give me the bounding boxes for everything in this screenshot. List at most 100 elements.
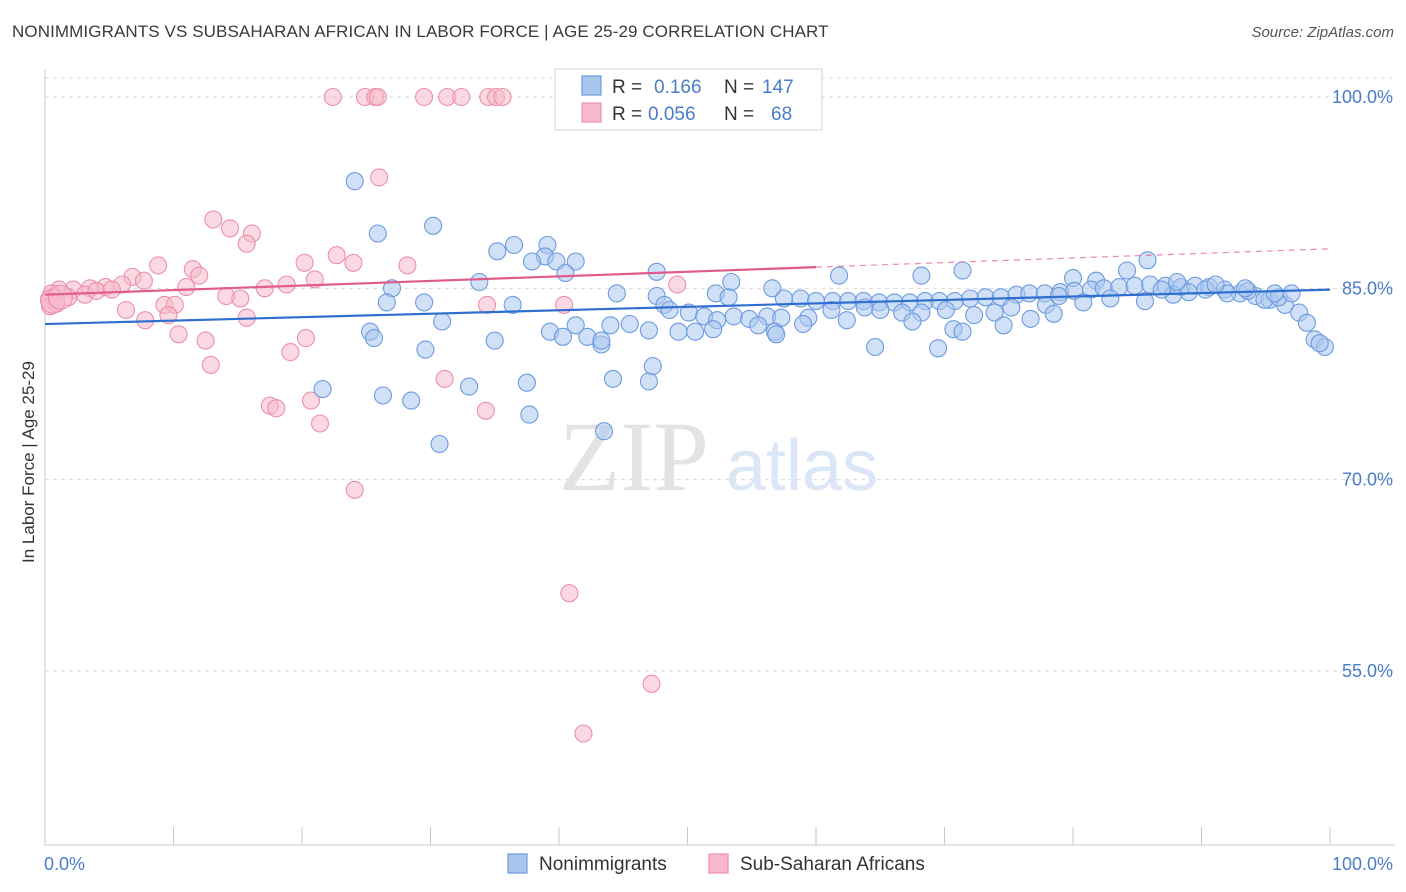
legend-label-subsaharan: Sub-Saharan Africans	[740, 854, 925, 875]
nonimmigrant-point	[520, 405, 539, 424]
watermark-zip: ZIP	[559, 401, 709, 512]
nonimmigrant-point	[504, 235, 524, 255]
subsaharan-point	[237, 234, 256, 253]
subsaharan-point	[159, 306, 178, 325]
y-tick-label: 70.0%	[1342, 470, 1393, 490]
subsaharan-point	[370, 168, 389, 187]
legend: Nonimmigrants Sub-Saharan Africans	[507, 853, 925, 875]
nonimmigrant-point	[1206, 275, 1225, 294]
stats-n-value-1: 147	[762, 77, 794, 98]
subsaharan-point	[169, 325, 188, 344]
subsaharan-point	[255, 279, 274, 298]
stats-r-label-2: R =	[612, 104, 642, 125]
subsaharan-point	[196, 331, 215, 350]
subsaharan-point	[415, 87, 434, 107]
subsaharan-point	[574, 724, 593, 743]
y-axis-title: In Labor Force | Age 25-29	[19, 361, 38, 563]
nonimmigrant-point	[377, 293, 396, 312]
subsaharan-point	[204, 210, 223, 229]
nonimmigrant-point	[517, 373, 536, 392]
nonimmigrant-point	[839, 292, 858, 311]
source-credit: Source: ZipAtlas.com	[1251, 24, 1394, 41]
subsaharan-point	[277, 275, 296, 294]
nonimmigrant-point	[1265, 284, 1284, 303]
nonimmigrant-point	[719, 288, 738, 307]
subsaharan-point	[301, 391, 321, 410]
stats-n-label-1: N =	[724, 77, 754, 98]
nonimmigrant-point	[660, 300, 679, 320]
subsaharan-point	[327, 246, 346, 265]
nonimmigrant-point	[686, 322, 705, 341]
stats-swatch-pink	[581, 102, 602, 123]
subsaharan-point	[116, 300, 136, 320]
stats-n-label-2: N =	[724, 104, 754, 125]
nonimmigrant-point	[503, 295, 522, 314]
nonimmigrant-point	[566, 316, 585, 335]
nonimmigrant-point	[994, 316, 1013, 335]
nonimmigrant-point	[912, 266, 931, 285]
nonimmigrant-point	[1074, 293, 1093, 312]
subsaharan-point	[323, 87, 342, 107]
subsaharan-point	[102, 280, 121, 299]
series-nonimmigrants-points	[313, 172, 1334, 454]
subsaharan-point	[476, 401, 495, 420]
nonimmigrant-point	[794, 314, 813, 334]
nonimmigrant-point	[1297, 313, 1316, 332]
nonimmigrant-point	[669, 322, 688, 341]
nonimmigrant-point	[639, 372, 658, 391]
nonimmigrant-point	[430, 434, 449, 454]
stats-r-value-2: 0.056	[648, 104, 696, 125]
watermark-atlas: atlas	[726, 426, 878, 506]
subsaharan-point	[398, 256, 417, 275]
nonimmigrant-point	[1002, 298, 1021, 317]
nonimmigrant-point	[485, 331, 504, 350]
nonimmigrant-point	[830, 266, 849, 285]
x-tick-label: 0.0%	[44, 854, 85, 874]
nonimmigrant-point	[1125, 276, 1144, 295]
subsaharan-point	[295, 253, 314, 272]
axes	[44, 70, 1395, 846]
nonimmigrant-point	[415, 293, 434, 312]
nonimmigrant-point	[639, 321, 658, 340]
subsaharan-point-cluster	[47, 284, 73, 310]
subsaharan-point	[87, 281, 106, 300]
nonimmigrant-point	[837, 311, 856, 330]
nonimmigrant-point	[936, 300, 955, 320]
nonimmigrant-point	[603, 369, 623, 388]
subsaharan-point	[310, 414, 330, 433]
nonimmigrant-point	[424, 216, 443, 235]
nonimmigrant-point	[965, 306, 984, 325]
nonimmigrant-point	[643, 357, 662, 376]
y-tick-label: 55.0%	[1342, 661, 1393, 681]
tick-labels: 100.0% 85.0% 70.0% 55.0% 0.0% 100.0%	[44, 87, 1393, 874]
nonimmigrant-point	[806, 292, 826, 311]
nonimmigrant-point	[1282, 284, 1301, 303]
stats-box: R = 0.166 N = 147 R = 0.056 N = 68	[554, 68, 823, 131]
nonimmigrant-point	[1020, 284, 1039, 303]
nonimmigrant-point	[433, 312, 452, 331]
subsaharan-point	[267, 399, 286, 418]
trend-line-nonimmigrants	[44, 288, 1331, 326]
x-tick-label: 100.0%	[1332, 854, 1393, 874]
nonimmigrant-point	[601, 316, 620, 335]
nonimmigrant-point	[767, 325, 786, 344]
nonimmigrant-point	[1310, 334, 1329, 353]
subsaharan-point	[345, 480, 364, 499]
subsaharan-point	[149, 256, 168, 275]
nonimmigrant-point	[903, 312, 922, 331]
subsaharan-point	[134, 271, 153, 290]
nonimmigrant-point	[1021, 309, 1040, 328]
subsaharan-point	[344, 253, 363, 272]
nonimmigrant-point	[929, 339, 948, 358]
nonimmigrant-point	[566, 252, 585, 271]
nonimmigrant-point	[402, 391, 421, 410]
legend-swatch-nonimmigrants	[507, 853, 528, 874]
nonimmigrant-point	[620, 314, 639, 334]
subsaharan-point	[668, 275, 687, 294]
stats-r-value-1: 0.166	[654, 77, 702, 98]
subsaharan-point	[177, 278, 196, 297]
nonimmigrant-point	[1135, 292, 1155, 311]
nonimmigrant-point	[871, 300, 890, 320]
subsaharan-point	[493, 87, 512, 107]
nonimmigrant-point	[953, 261, 972, 280]
